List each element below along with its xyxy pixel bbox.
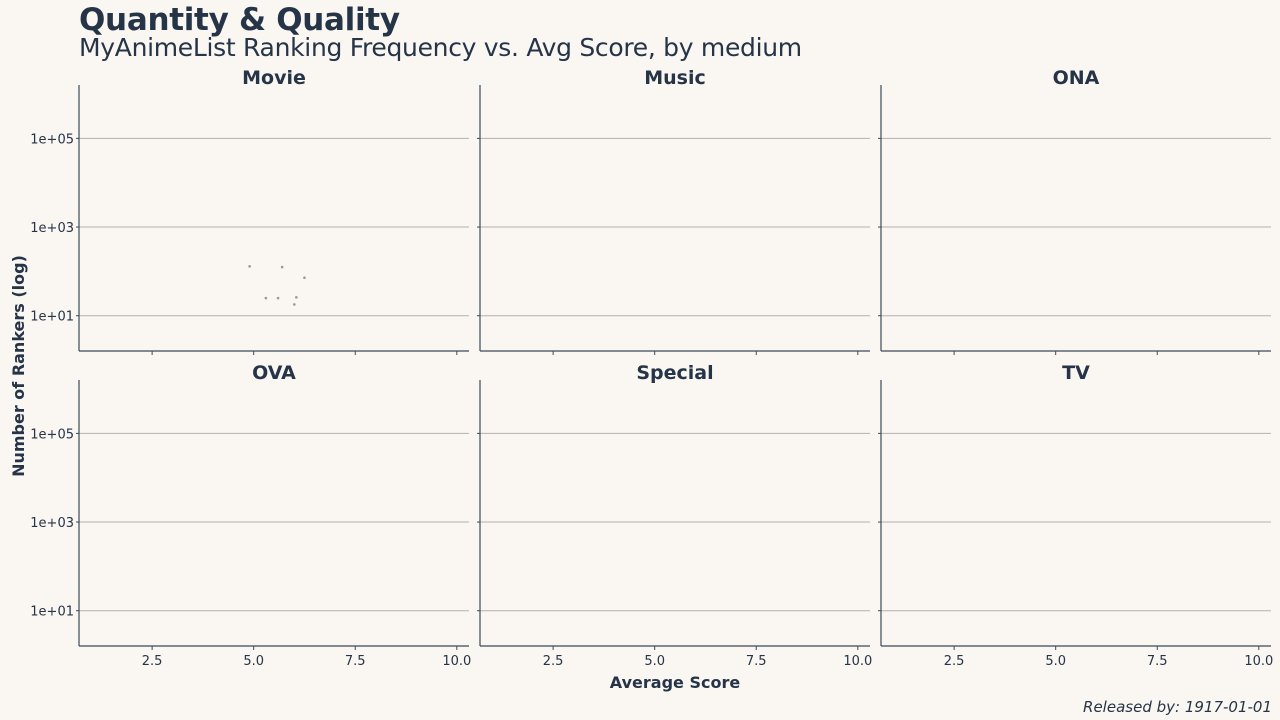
data-point-movie-4 <box>276 296 280 300</box>
x-tick-label-ova-2: 7.5 <box>345 654 366 669</box>
y-tick-label-ova-2: 1e+05 <box>30 427 74 442</box>
facet-label-tv: TV <box>1062 362 1090 384</box>
chart-title: Quantity & Quality <box>79 2 400 38</box>
x-tick-label-tv-3: 10.0 <box>1244 654 1273 669</box>
data-point-movie-6 <box>293 303 296 306</box>
x-tick-label-special-0: 2.5 <box>543 654 564 669</box>
facet-label-special: Special <box>636 362 713 384</box>
y-tick-label-movie-0: 1e+01 <box>30 310 74 325</box>
data-point-movie-0 <box>248 265 251 268</box>
facet-label-ova: OVA <box>252 362 296 384</box>
x-tick-label-ova-3: 10.0 <box>442 654 471 669</box>
data-point-movie-1 <box>280 265 284 269</box>
data-point-movie-5 <box>295 296 298 299</box>
x-tick-label-special-2: 7.5 <box>746 654 767 669</box>
facet-label-music: Music <box>644 67 706 89</box>
x-tick-label-tv-0: 2.5 <box>944 654 965 669</box>
y-tick-label-movie-2: 1e+05 <box>30 132 74 147</box>
x-tick-label-ova-1: 5.0 <box>243 654 264 669</box>
y-tick-label-movie-1: 1e+03 <box>30 221 74 236</box>
y-tick-label-ova-0: 1e+01 <box>30 605 74 620</box>
x-tick-label-tv-2: 7.5 <box>1147 654 1168 669</box>
facet-label-ona: ONA <box>1053 67 1100 89</box>
y-axis-title: Number of Rankers (log) <box>9 255 28 477</box>
x-axis-title: Average Score <box>610 673 741 692</box>
release-caption: Released by: 1917-01-01 <box>1083 698 1272 716</box>
x-tick-label-ova-0: 2.5 <box>142 654 163 669</box>
chart-subtitle: MyAnimeList Ranking Frequency vs. Avg Sc… <box>79 33 802 62</box>
data-point-movie-3 <box>264 296 268 300</box>
data-point-movie-2 <box>303 276 306 280</box>
facet-label-movie: Movie <box>242 67 306 89</box>
y-tick-label-ova-1: 1e+03 <box>30 516 74 531</box>
x-tick-label-special-3: 10.0 <box>843 654 872 669</box>
x-tick-label-tv-1: 5.0 <box>1045 654 1066 669</box>
x-tick-label-special-1: 5.0 <box>644 654 665 669</box>
